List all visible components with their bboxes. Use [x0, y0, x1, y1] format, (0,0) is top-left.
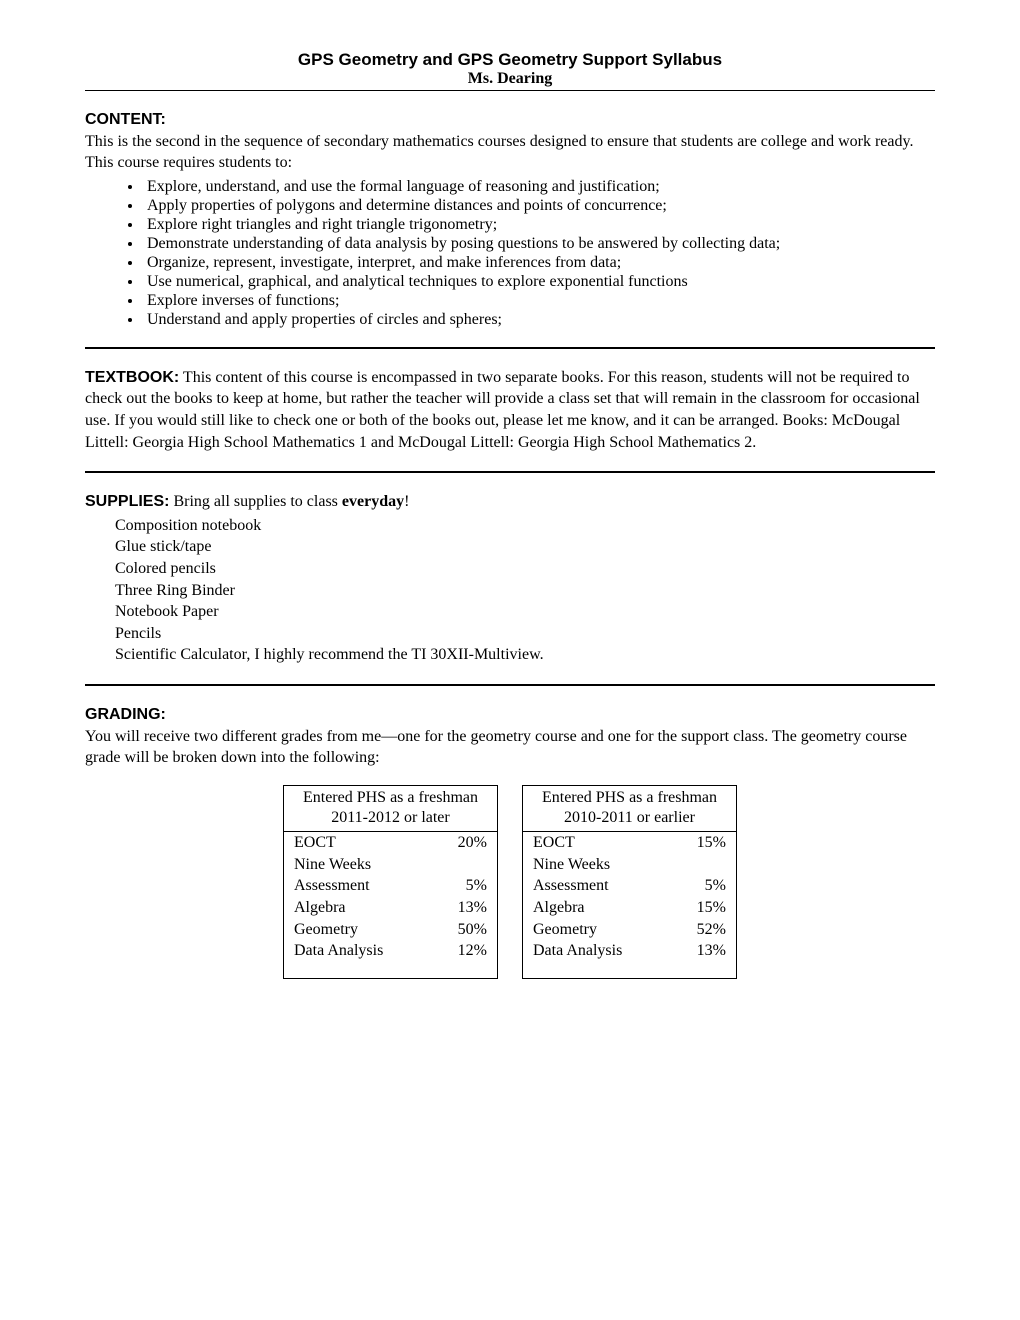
- content-bullet-item: Apply properties of polygons and determi…: [143, 197, 935, 215]
- grading-intro: You will receive two different grades fr…: [85, 726, 935, 769]
- grade-percent: 52%: [678, 919, 736, 941]
- grading-tables-container: Entered PHS as a freshman 2011-2012 or l…: [85, 785, 935, 979]
- table-row: EOCT 15%: [523, 832, 737, 854]
- supplies-item: Pencils: [115, 623, 935, 645]
- supplies-list: Composition notebook Glue stick/tape Col…: [115, 515, 935, 666]
- grade-label: Geometry: [523, 919, 679, 941]
- content-bullet-item: Organize, represent, investigate, interp…: [143, 254, 935, 272]
- table-row: Algebra 13%: [284, 897, 498, 919]
- grade-label: Algebra: [523, 897, 679, 919]
- section-divider: [85, 347, 935, 349]
- content-bullet-list: Explore, understand, and use the formal …: [85, 178, 935, 329]
- grade-label: EOCT: [284, 832, 440, 854]
- supplies-item: Three Ring Binder: [115, 580, 935, 602]
- supplies-lead: Bring all supplies to class: [169, 493, 341, 510]
- content-section: CONTENT: This is the second in the seque…: [85, 109, 935, 329]
- supplies-item: Glue stick/tape: [115, 536, 935, 558]
- supplies-heading: SUPPLIES:: [85, 493, 169, 510]
- grading-table-header: Entered PHS as a freshman 2011-2012 or l…: [284, 785, 498, 832]
- supplies-item: Composition notebook: [115, 515, 935, 537]
- grade-percent: 15%: [678, 832, 736, 854]
- content-bullet-item: Understand and apply properties of circl…: [143, 311, 935, 329]
- supplies-item: Scientific Calculator, I highly recommen…: [115, 644, 935, 666]
- table-row: EOCT 20%: [284, 832, 498, 854]
- table-row: Nine Weeks Assessment 5%: [284, 854, 498, 897]
- grade-percent: 13%: [440, 897, 498, 919]
- table-row: Data Analysis 12%: [284, 940, 498, 978]
- section-divider: [85, 471, 935, 473]
- table-row: Data Analysis 13%: [523, 940, 737, 978]
- textbook-heading: TEXTBOOK:: [85, 369, 179, 386]
- supplies-tail: !: [404, 493, 409, 510]
- grade-label: Algebra: [284, 897, 440, 919]
- textbook-section: TEXTBOOK: This content of this course is…: [85, 367, 935, 453]
- grading-table-header: Entered PHS as a freshman 2010-2011 or e…: [523, 785, 737, 832]
- grade-percent: 15%: [678, 897, 736, 919]
- grade-label: Data Analysis: [284, 940, 440, 978]
- content-heading: CONTENT:: [85, 111, 166, 128]
- content-bullet-item: Demonstrate understanding of data analys…: [143, 235, 935, 253]
- table-row: Algebra 15%: [523, 897, 737, 919]
- supplies-item: Colored pencils: [115, 558, 935, 580]
- content-bullet-item: Explore inverses of functions;: [143, 292, 935, 310]
- grade-label: Geometry: [284, 919, 440, 941]
- content-bullet-item: Explore right triangles and right triang…: [143, 216, 935, 234]
- grade-label: Data Analysis: [523, 940, 679, 978]
- grading-table-later: Entered PHS as a freshman 2011-2012 or l…: [283, 785, 498, 979]
- grade-label: Nine Weeks Assessment: [523, 854, 679, 897]
- supplies-item: Notebook Paper: [115, 601, 935, 623]
- grade-percent: 5%: [440, 854, 498, 897]
- table-row: Geometry 50%: [284, 919, 498, 941]
- grade-label: Nine Weeks Assessment: [284, 854, 440, 897]
- grade-percent: 5%: [678, 854, 736, 897]
- section-divider: [85, 684, 935, 686]
- grading-section: GRADING: You will receive two different …: [85, 704, 935, 979]
- content-bullet-item: Use numerical, graphical, and analytical…: [143, 273, 935, 291]
- grade-percent: 13%: [678, 940, 736, 978]
- document-subtitle: Ms. Dearing: [85, 70, 935, 88]
- supplies-emphasis: everyday: [342, 493, 404, 510]
- grade-percent: 12%: [440, 940, 498, 978]
- grade-label: EOCT: [523, 832, 679, 854]
- content-bullet-item: Explore, understand, and use the formal …: [143, 178, 935, 196]
- grading-heading: GRADING:: [85, 706, 166, 723]
- content-intro: This is the second in the sequence of se…: [85, 131, 935, 174]
- grading-table-earlier: Entered PHS as a freshman 2010-2011 or e…: [522, 785, 737, 979]
- document-title: GPS Geometry and GPS Geometry Support Sy…: [85, 50, 935, 70]
- document-header: GPS Geometry and GPS Geometry Support Sy…: [85, 50, 935, 91]
- supplies-section: SUPPLIES: Bring all supplies to class ev…: [85, 491, 935, 666]
- textbook-body: This content of this course is encompass…: [85, 369, 920, 451]
- table-row: Geometry 52%: [523, 919, 737, 941]
- grade-percent: 50%: [440, 919, 498, 941]
- table-row: Nine Weeks Assessment 5%: [523, 854, 737, 897]
- grade-percent: 20%: [440, 832, 498, 854]
